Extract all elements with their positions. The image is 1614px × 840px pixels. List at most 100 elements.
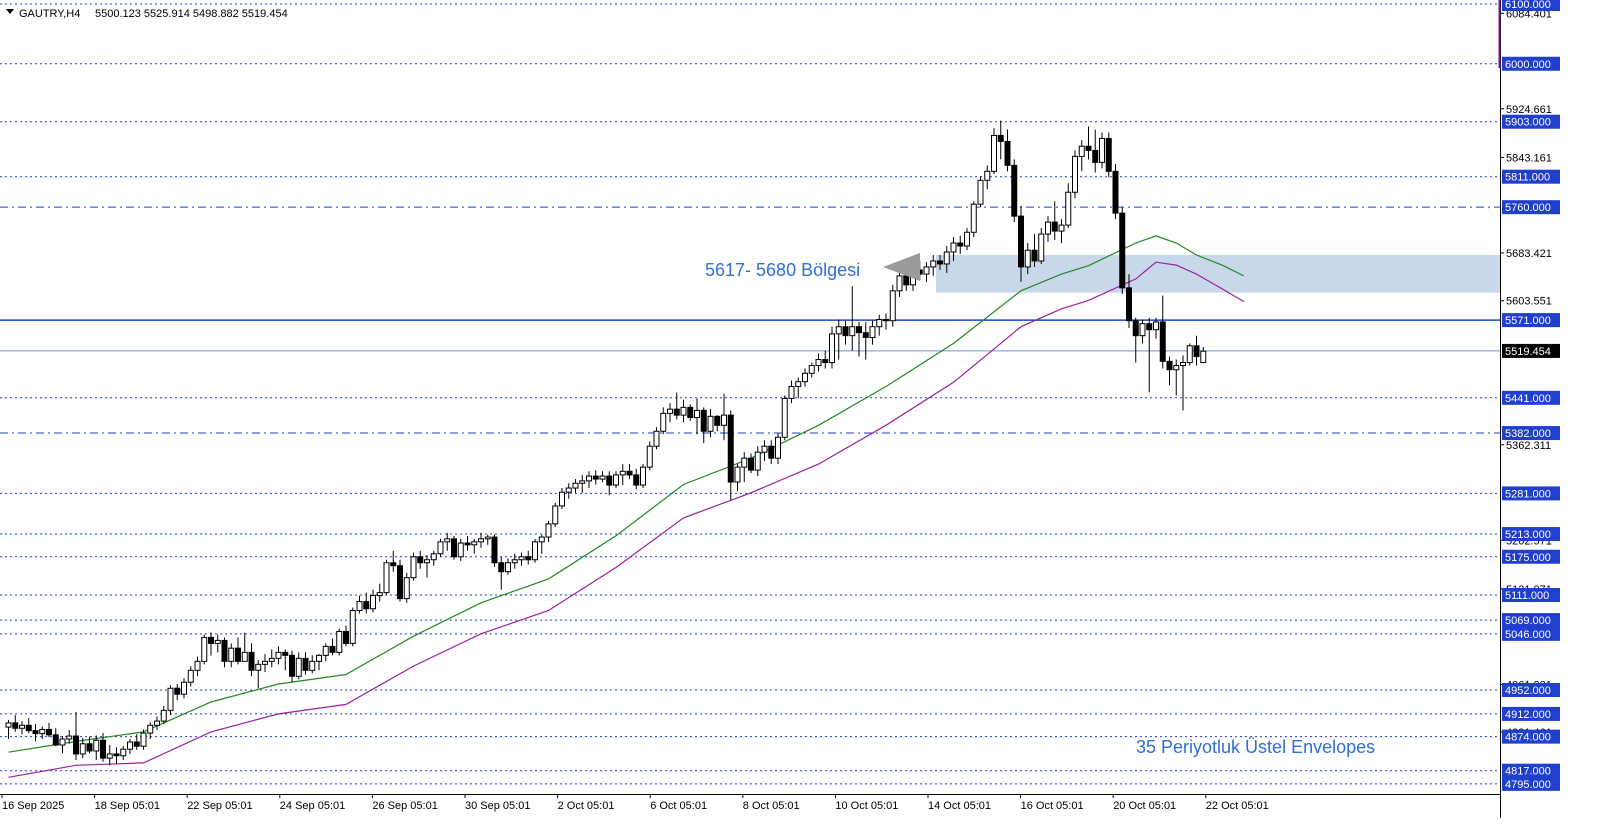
candle[interactable]: [1085, 126, 1092, 160]
candle[interactable]: [1004, 129, 1011, 172]
candle[interactable]: [721, 393, 727, 441]
candle[interactable]: [1112, 164, 1119, 220]
candle[interactable]: [754, 446, 761, 477]
candle[interactable]: [19, 721, 25, 735]
candle[interactable]: [761, 440, 768, 462]
candle[interactable]: [889, 284, 896, 327]
candle[interactable]: [491, 534, 498, 567]
candle[interactable]: [478, 532, 484, 548]
candle[interactable]: [1018, 205, 1024, 282]
candle[interactable]: [174, 684, 181, 701]
candle[interactable]: [748, 453, 754, 474]
candle[interactable]: [39, 726, 46, 740]
candle[interactable]: [1038, 228, 1045, 264]
candle[interactable]: [1132, 317, 1139, 363]
candle[interactable]: [1200, 347, 1207, 364]
candle[interactable]: [133, 734, 140, 750]
candle[interactable]: [586, 471, 592, 489]
candle[interactable]: [201, 634, 208, 665]
candle[interactable]: [1092, 129, 1099, 173]
candle[interactable]: [147, 722, 154, 740]
candle[interactable]: [268, 649, 275, 668]
candle[interactable]: [471, 538, 478, 554]
candle[interactable]: [1193, 335, 1200, 366]
candle[interactable]: [1031, 234, 1038, 267]
candle[interactable]: [997, 120, 1004, 160]
candle[interactable]: [214, 634, 221, 653]
candle[interactable]: [619, 464, 626, 486]
candle[interactable]: [1058, 219, 1065, 244]
candle[interactable]: [943, 246, 950, 273]
candle[interactable]: [1119, 207, 1126, 294]
candle[interactable]: [403, 572, 410, 603]
candle[interactable]: [964, 228, 970, 251]
candle[interactable]: [329, 638, 336, 656]
candle[interactable]: [599, 471, 606, 483]
candle[interactable]: [1045, 216, 1051, 242]
candle[interactable]: [673, 392, 680, 420]
candle[interactable]: [1011, 159, 1018, 223]
candle[interactable]: [356, 595, 363, 614]
candle[interactable]: [822, 350, 829, 369]
candle[interactable]: [5, 719, 12, 740]
candle[interactable]: [613, 471, 619, 489]
candle[interactable]: [923, 262, 930, 282]
candle[interactable]: [498, 556, 505, 590]
candle[interactable]: [511, 553, 518, 569]
candle[interactable]: [46, 722, 52, 738]
candle[interactable]: [194, 656, 201, 677]
candle[interactable]: [160, 706, 167, 725]
candle[interactable]: [451, 535, 457, 560]
candle[interactable]: [275, 646, 282, 665]
candle[interactable]: [316, 654, 322, 671]
candle[interactable]: [221, 637, 228, 668]
candle[interactable]: [876, 314, 883, 336]
candle[interactable]: [52, 728, 59, 747]
candle[interactable]: [120, 746, 127, 760]
candle[interactable]: [592, 470, 599, 485]
candle[interactable]: [255, 660, 262, 689]
candle[interactable]: [930, 254, 937, 276]
candle[interactable]: [950, 237, 957, 261]
candle[interactable]: [646, 441, 653, 471]
candle[interactable]: [660, 407, 667, 435]
candle[interactable]: [417, 550, 424, 569]
candle[interactable]: [1139, 319, 1146, 344]
candle[interactable]: [140, 729, 147, 750]
candle[interactable]: [565, 483, 572, 499]
candle[interactable]: [181, 678, 187, 699]
candle[interactable]: [32, 724, 39, 742]
candle[interactable]: [390, 550, 397, 572]
candle[interactable]: [484, 534, 491, 545]
candle[interactable]: [241, 632, 248, 662]
candle[interactable]: [336, 628, 343, 656]
candle[interactable]: [437, 538, 444, 557]
candle[interactable]: [295, 652, 302, 680]
candle[interactable]: [883, 313, 889, 330]
candle[interactable]: [741, 452, 748, 483]
candle[interactable]: [788, 380, 795, 404]
candle[interactable]: [1078, 140, 1085, 172]
candle[interactable]: [430, 550, 437, 566]
candle[interactable]: [349, 607, 356, 647]
candle[interactable]: [79, 737, 86, 759]
candle[interactable]: [66, 730, 73, 744]
candle[interactable]: [343, 625, 349, 647]
candle[interactable]: [525, 550, 532, 565]
candle[interactable]: [1024, 243, 1031, 275]
candle[interactable]: [100, 733, 106, 762]
candle[interactable]: [552, 502, 559, 527]
candle[interactable]: [1186, 343, 1193, 366]
candle[interactable]: [1166, 356, 1173, 386]
candle[interactable]: [633, 468, 640, 490]
candle[interactable]: [937, 254, 943, 270]
candle[interactable]: [127, 739, 133, 754]
candle[interactable]: [970, 201, 977, 238]
candle[interactable]: [829, 326, 835, 369]
candle[interactable]: [606, 471, 613, 496]
candle[interactable]: [383, 559, 390, 595]
candle[interactable]: [707, 409, 714, 438]
candle[interactable]: [680, 399, 687, 423]
candles[interactable]: [5, 120, 1207, 766]
